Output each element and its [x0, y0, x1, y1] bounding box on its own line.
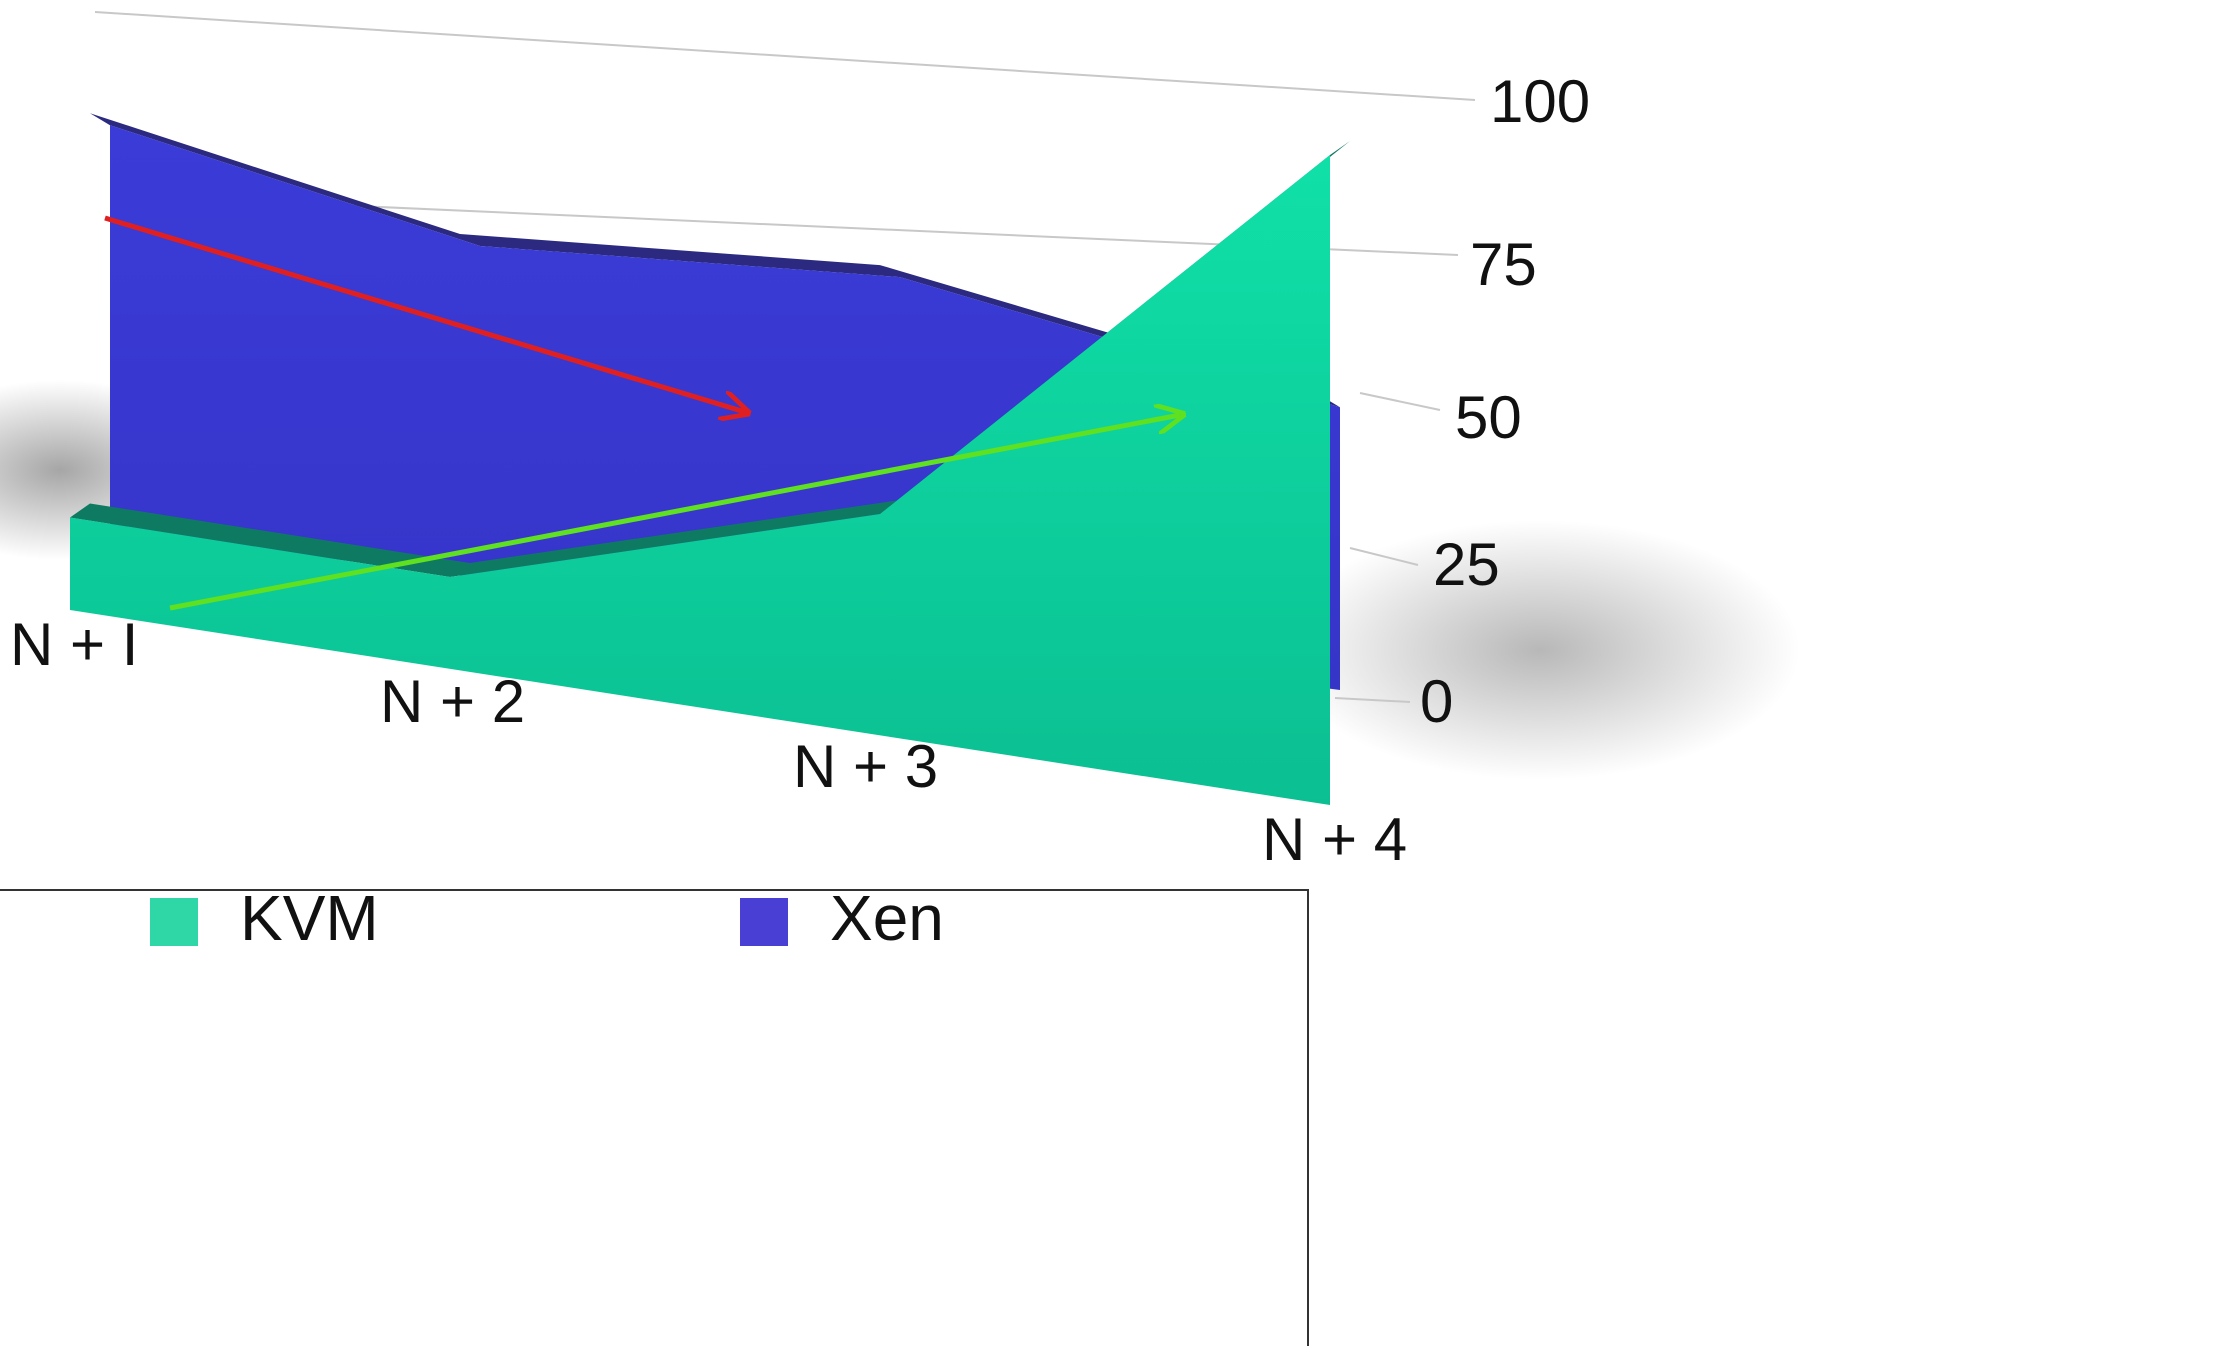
x-category-label: N + I: [10, 611, 138, 678]
legend-label: Xen: [830, 882, 944, 954]
xen-area-top: [90, 113, 1340, 408]
gridline: [1359, 392, 1441, 411]
x-category-label: N + 3: [793, 733, 938, 800]
xen-trend-arrow: [104, 215, 745, 412]
legend: KVM Xen: [0, 882, 1309, 1346]
kvm-trend-arrow: [169, 415, 1180, 611]
legend-swatch: [150, 898, 198, 946]
kvm-area-top: [70, 141, 1350, 577]
x-axis-categories: N + I N + 2 N + 3 N + 4: [10, 611, 1407, 873]
y-tick-label: 100: [1490, 68, 1590, 135]
y-axis-ticks: 0 25 50 75 100: [1420, 68, 1590, 735]
legend-swatch: [740, 898, 788, 946]
gridline: [1334, 697, 1411, 703]
shadow-right: [1280, 520, 1800, 780]
series-areas: [70, 113, 1350, 805]
legend-label: KVM: [240, 882, 379, 954]
y-tick-label: 0: [1420, 668, 1453, 735]
x-category-label: N + 4: [1262, 806, 1407, 873]
y-tick-label: 75: [1470, 231, 1537, 298]
x-category-label: N + 2: [380, 668, 525, 735]
legend-box: [0, 889, 1309, 1346]
trend-arrows: [104, 215, 1180, 611]
kvm-area: [70, 155, 1330, 805]
y-tick-label: 25: [1433, 531, 1500, 598]
y-tick-label: 50: [1455, 384, 1522, 451]
gridline: [1349, 547, 1419, 566]
gridline: [94, 11, 1476, 101]
